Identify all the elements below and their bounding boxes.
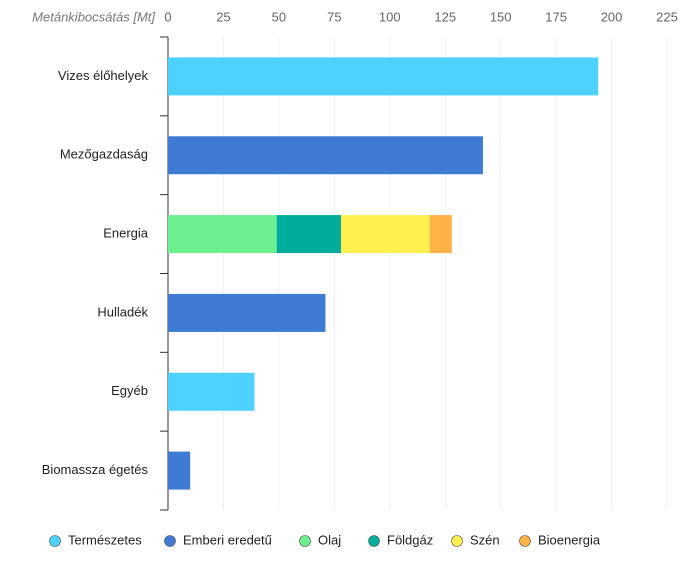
legend-marker bbox=[49, 535, 61, 547]
y-tick-label: Mezőgazdaság bbox=[60, 147, 148, 162]
legend-label: Szén bbox=[470, 532, 500, 547]
legend-marker bbox=[299, 535, 311, 547]
axis-title: Metánkibocsátás [Mt] bbox=[32, 9, 155, 24]
legend-label: Olaj bbox=[318, 532, 341, 547]
x-tick-label: 25 bbox=[216, 9, 230, 24]
legend-label: Emberi eredetű bbox=[183, 532, 272, 547]
x-tick-label: 225 bbox=[656, 9, 678, 24]
legend-marker bbox=[451, 535, 463, 547]
legend-marker bbox=[519, 535, 531, 547]
y-tick-label: Biomassza égetés bbox=[42, 462, 149, 477]
y-tick-label: Egyéb bbox=[111, 383, 148, 398]
bar-segment bbox=[340, 215, 430, 254]
x-tick-label: 200 bbox=[601, 9, 623, 24]
y-tick-label: Vizes élőhelyek bbox=[58, 68, 149, 83]
y-tick-label: Hulladék bbox=[97, 304, 148, 319]
x-tick-label: 75 bbox=[327, 9, 341, 24]
x-tick-label: 150 bbox=[490, 9, 512, 24]
bar-segment bbox=[168, 451, 191, 490]
bar-segment bbox=[168, 57, 599, 96]
bar-segment bbox=[168, 136, 483, 175]
legend-label: Földgáz bbox=[387, 532, 433, 547]
x-tick-label: 0 bbox=[164, 9, 171, 24]
legend-label: Természetes bbox=[68, 532, 142, 547]
bar-segment bbox=[168, 372, 255, 411]
x-tick-label: 100 bbox=[379, 9, 401, 24]
bar-segment bbox=[429, 215, 452, 254]
bar-segment bbox=[168, 215, 277, 254]
bar-segment bbox=[168, 293, 326, 332]
legend-label: Bioenergia bbox=[538, 532, 601, 547]
x-tick-label: 125 bbox=[434, 9, 456, 24]
legend-marker bbox=[164, 535, 176, 547]
legend-marker bbox=[368, 535, 380, 547]
x-tick-label: 50 bbox=[272, 9, 286, 24]
y-tick-label: Energia bbox=[103, 226, 149, 241]
x-tick-label: 175 bbox=[545, 9, 567, 24]
bar-segment bbox=[276, 215, 341, 254]
